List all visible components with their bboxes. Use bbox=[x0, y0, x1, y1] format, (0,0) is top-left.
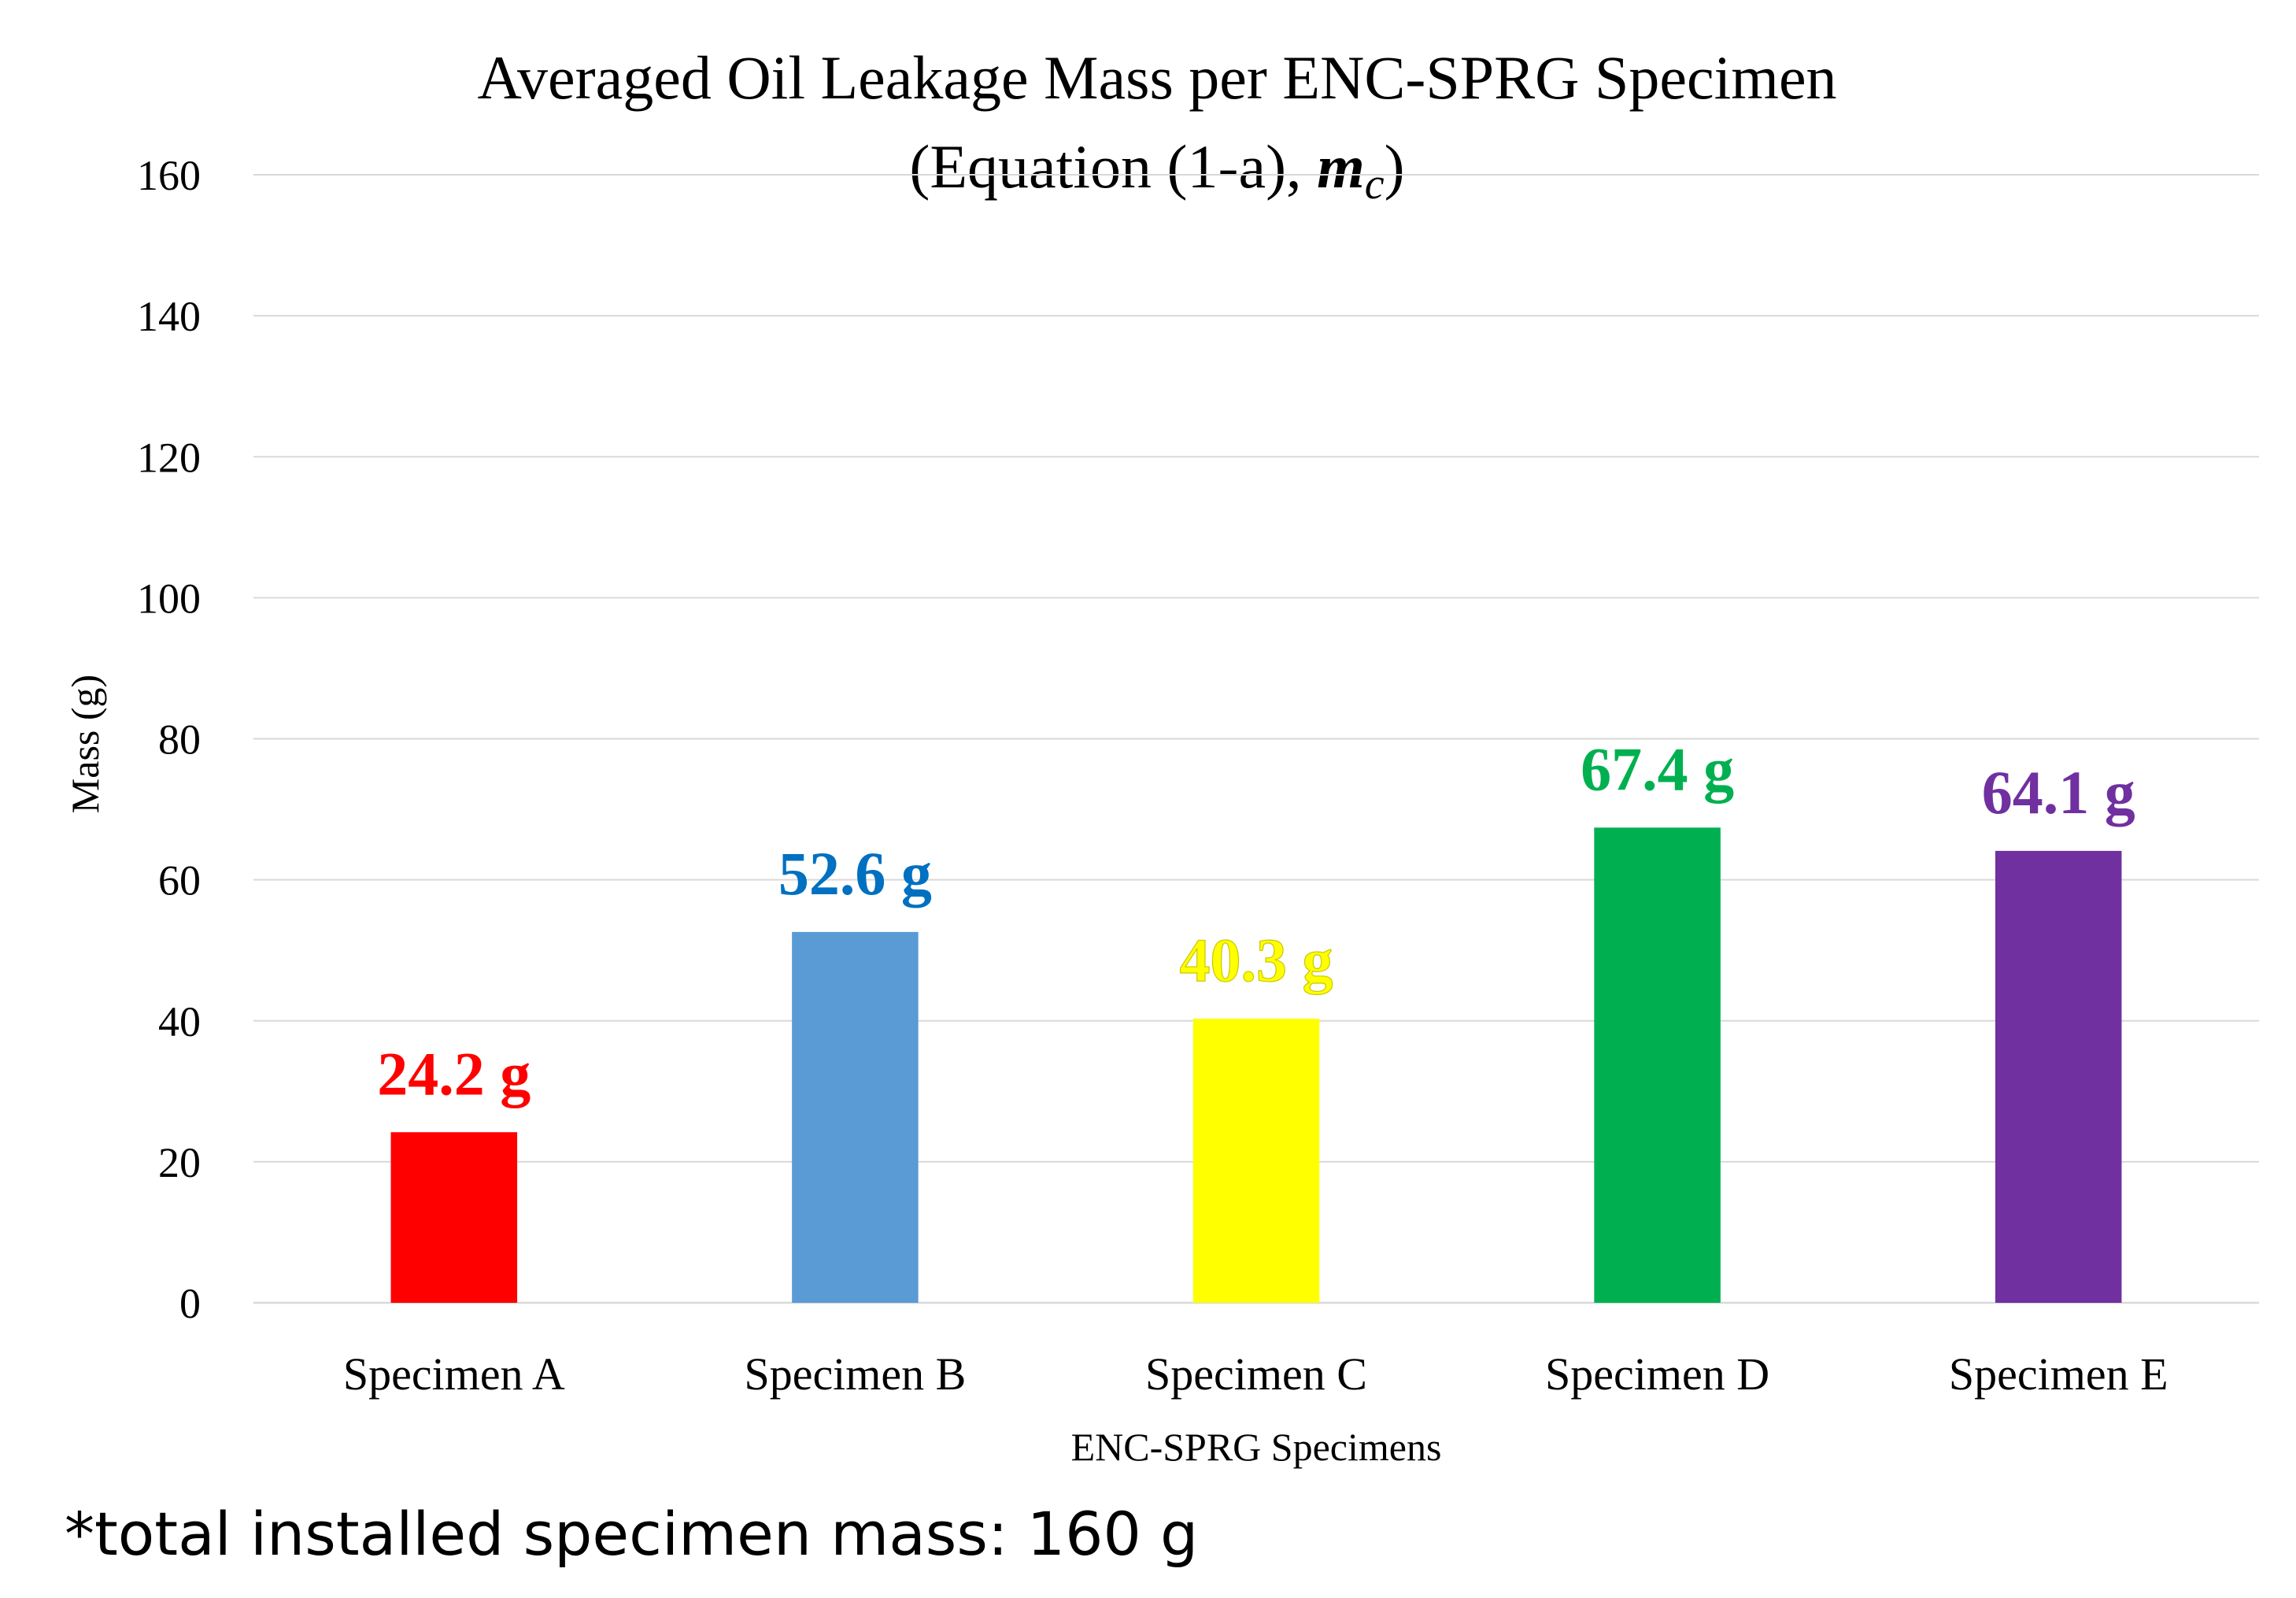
y-tick-label: 160 bbox=[137, 152, 201, 199]
data-labels: 24.2 g 52.6 g 40.3 g 67.4 g 64.1 g bbox=[377, 734, 2135, 1108]
x-tick-label: Specimen A bbox=[343, 1348, 565, 1400]
data-label: 24.2 g bbox=[377, 1039, 531, 1108]
chart-subtitle: (Equation (1-a), mc) bbox=[909, 132, 1404, 209]
y-tick-label: 0 bbox=[179, 1280, 201, 1327]
y-axis-ticks: 0 20 40 60 80 100 120 140 160 bbox=[137, 152, 201, 1327]
data-label: 52.6 g bbox=[778, 839, 932, 908]
y-tick-label: 100 bbox=[137, 575, 201, 622]
chart-subtitle-subscript: c bbox=[1365, 160, 1385, 209]
bar-specimen-b bbox=[792, 931, 919, 1303]
bar-specimen-e bbox=[1995, 850, 2122, 1303]
x-axis-ticks: Specimen A Specimen B Specimen C Specimen D… bbox=[343, 1348, 2168, 1400]
x-tick-label: Specimen D bbox=[1545, 1348, 1769, 1400]
y-tick-label: 80 bbox=[158, 716, 201, 764]
y-axis-title: Mass (g) bbox=[63, 675, 107, 813]
chart-subtitle-symbol: m bbox=[1317, 132, 1365, 201]
bar-specimen-d bbox=[1594, 827, 1721, 1303]
y-tick-label: 140 bbox=[137, 293, 201, 340]
gridlines bbox=[253, 174, 2259, 1304]
y-tick-label: 120 bbox=[137, 434, 201, 481]
data-label: 40.3 g bbox=[1180, 926, 1333, 994]
y-tick-label: 20 bbox=[158, 1139, 201, 1186]
chart-subtitle-prefix: (Equation (1-a), bbox=[909, 132, 1317, 201]
y-tick-label: 40 bbox=[158, 998, 201, 1045]
chart-title: Averaged Oil Leakage Mass per ENC-SPRG S… bbox=[477, 43, 1836, 112]
chart-subtitle-suffix: ) bbox=[1385, 132, 1405, 201]
y-tick-label: 60 bbox=[158, 857, 201, 904]
x-tick-label: Specimen E bbox=[1949, 1348, 2168, 1400]
x-axis-title: ENC-SPRG Specimens bbox=[1071, 1425, 1442, 1469]
footnote: *total installed specimen mass: 160 g bbox=[65, 1499, 1198, 1569]
x-tick-label: Specimen B bbox=[744, 1348, 966, 1400]
bar-specimen-c bbox=[1192, 1019, 1320, 1303]
data-label: 64.1 g bbox=[1982, 758, 2135, 827]
bar-specimen-a bbox=[390, 1132, 518, 1303]
x-tick-label: Specimen C bbox=[1145, 1348, 1367, 1400]
bars bbox=[390, 827, 2122, 1303]
data-label: 67.4 g bbox=[1581, 734, 1734, 803]
